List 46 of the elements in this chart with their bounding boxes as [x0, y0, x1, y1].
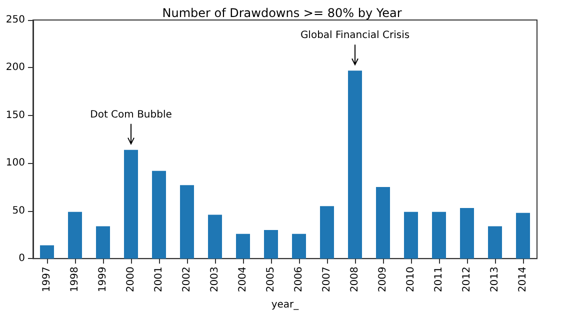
x-axis-title: year_	[271, 300, 300, 310]
x-tick-label: 2012	[462, 266, 472, 292]
y-tick-label: 100	[6, 158, 25, 169]
bar	[152, 170, 166, 259]
y-tick-label: 0	[18, 253, 25, 264]
bar	[124, 150, 138, 259]
x-tick-label: 2011	[434, 266, 444, 292]
x-tick-label: 1999	[98, 266, 108, 292]
bar	[180, 185, 194, 259]
x-tick-label: 2005	[266, 266, 276, 292]
x-tick-label: 1998	[70, 266, 80, 292]
bar	[516, 212, 530, 259]
x-tick-label: 2008	[350, 266, 360, 292]
bar	[292, 234, 306, 259]
y-tick-label: 250	[6, 14, 25, 26]
x-tick-label: 2000	[126, 266, 136, 292]
x-tick-label: 2004	[238, 266, 248, 292]
x-tick-label: 2006	[294, 266, 304, 292]
x-tick-label: 2009	[378, 266, 388, 292]
bar	[488, 226, 502, 259]
x-tick-label: 2010	[406, 266, 416, 292]
y-tick-label: 50	[12, 205, 25, 216]
bar	[68, 212, 82, 259]
bar	[40, 245, 54, 259]
bar	[460, 208, 474, 259]
bar	[404, 212, 418, 259]
x-tick-label: 2003	[210, 266, 220, 292]
bar	[348, 70, 362, 259]
bar	[208, 214, 222, 259]
annotation: Global Financial Crisis	[300, 30, 410, 42]
bar	[432, 212, 446, 259]
bar	[376, 187, 390, 259]
annotation: Dot Com Bubble	[90, 109, 172, 120]
bar	[96, 226, 110, 259]
x-tick-label: 2001	[154, 266, 164, 292]
x-tick-label: 2007	[322, 266, 332, 292]
chart-title: Number of Drawdowns >= 80% by Year	[162, 6, 402, 20]
x-tick-label: 2002	[182, 266, 192, 292]
x-tick-label: 2013	[490, 266, 500, 292]
x-tick-label: 1997	[42, 266, 52, 292]
bar	[236, 234, 250, 259]
y-tick-label: 150	[6, 110, 25, 121]
x-tick-label: 2014	[518, 266, 528, 292]
bar	[264, 230, 278, 259]
y-tick-label: 200	[6, 62, 25, 74]
bar	[320, 206, 334, 259]
